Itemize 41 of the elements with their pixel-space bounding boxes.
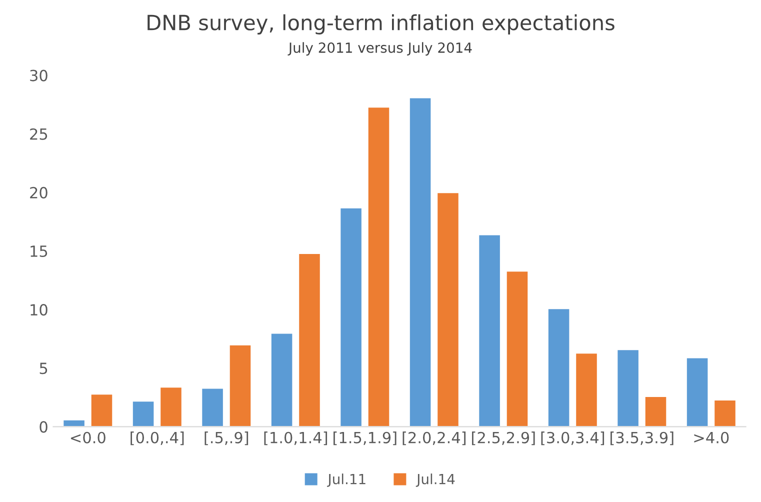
bar: [436, 192, 460, 427]
y-tick-label: 10: [30, 304, 48, 316]
legend-label: Jul.14: [416, 474, 455, 487]
x-tick-label: [2.5,2.9]: [472, 432, 535, 446]
y-tick-label: 20: [30, 186, 48, 198]
x-tick-label: >4.0: [694, 432, 729, 444]
bar: [505, 270, 530, 427]
bar: [90, 393, 114, 427]
chart-subtitle: July 2011 versus July 2014: [288, 42, 472, 56]
bar: [159, 386, 183, 427]
x-tick-label: [2.0,2.4]: [402, 432, 466, 446]
x-tick-label: [1.0,1.4]: [264, 432, 328, 446]
bar: [366, 106, 391, 427]
bar: [132, 400, 156, 427]
x-tick-label: [3.5,3.9]: [610, 432, 674, 446]
bar: [62, 418, 86, 427]
y-tick-label: 5: [40, 362, 48, 374]
bar: [228, 344, 252, 427]
bar: [200, 387, 224, 427]
bar: [408, 96, 432, 427]
y-tick-label: 30: [30, 70, 48, 82]
y-tick-label: 25: [30, 128, 48, 140]
x-tick-label: [1.5,1.9]: [334, 432, 396, 446]
legend-label: Jul.11: [327, 474, 366, 487]
bar: [270, 332, 294, 427]
x-tick-label: [.5,.9]: [204, 432, 248, 446]
bar: [339, 206, 363, 427]
bar: [574, 352, 598, 427]
x-tick-label: [0.0,.4]: [130, 432, 184, 446]
bar: [713, 399, 737, 427]
y-tick-label: 15: [30, 246, 48, 258]
bar: [478, 234, 502, 427]
x-tick-label: [3.0,3.4]: [541, 432, 604, 446]
bar: [686, 356, 710, 427]
bar: [298, 252, 322, 427]
y-tick-label: 0: [40, 421, 48, 433]
bar: [644, 396, 668, 427]
x-tick-label: <0.0: [70, 432, 106, 444]
chart-title: DNB survey, long-term inflation expectations: [148, 14, 614, 34]
bar: [547, 308, 571, 427]
bar: [616, 348, 640, 427]
